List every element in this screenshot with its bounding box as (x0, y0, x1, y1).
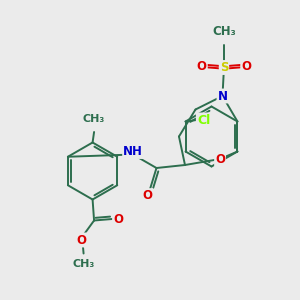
Text: CH₃: CH₃ (73, 259, 95, 269)
Text: O: O (215, 152, 225, 166)
Text: O: O (241, 59, 251, 73)
Text: Cl: Cl (197, 113, 210, 127)
Text: S: S (220, 61, 228, 74)
Text: NH: NH (123, 145, 143, 158)
Text: N: N (218, 89, 227, 103)
Text: CH₃: CH₃ (83, 114, 105, 124)
Text: O: O (76, 233, 86, 247)
Text: O: O (197, 59, 207, 73)
Text: O: O (142, 189, 152, 202)
Text: O: O (113, 212, 123, 226)
Text: CH₃: CH₃ (212, 26, 236, 38)
